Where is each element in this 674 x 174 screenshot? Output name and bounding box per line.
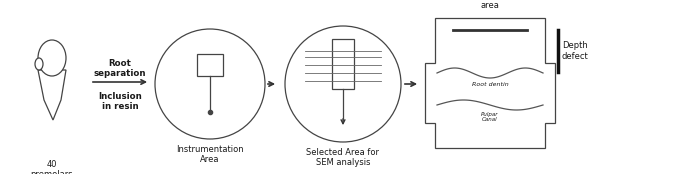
Text: Contact
area: Contact area — [474, 0, 506, 10]
Polygon shape — [425, 18, 555, 148]
Text: Pulpar
Canal: Pulpar Canal — [481, 112, 499, 122]
Circle shape — [155, 29, 265, 139]
Text: Selected Area for
SEM analysis: Selected Area for SEM analysis — [307, 148, 379, 167]
Text: Inclusion
in resin: Inclusion in resin — [98, 92, 142, 111]
Text: Root dentin: Root dentin — [472, 82, 508, 87]
Circle shape — [285, 26, 401, 142]
Ellipse shape — [35, 58, 43, 70]
Bar — [197, 54, 223, 76]
Text: 40
premolars: 40 premolars — [31, 160, 73, 174]
Text: Root
separation: Root separation — [94, 59, 146, 78]
Text: Depth
defect: Depth defect — [562, 41, 589, 61]
Polygon shape — [38, 70, 66, 120]
Bar — [332, 39, 354, 89]
Ellipse shape — [38, 40, 66, 76]
Text: Instrumentation
Area: Instrumentation Area — [176, 145, 244, 164]
